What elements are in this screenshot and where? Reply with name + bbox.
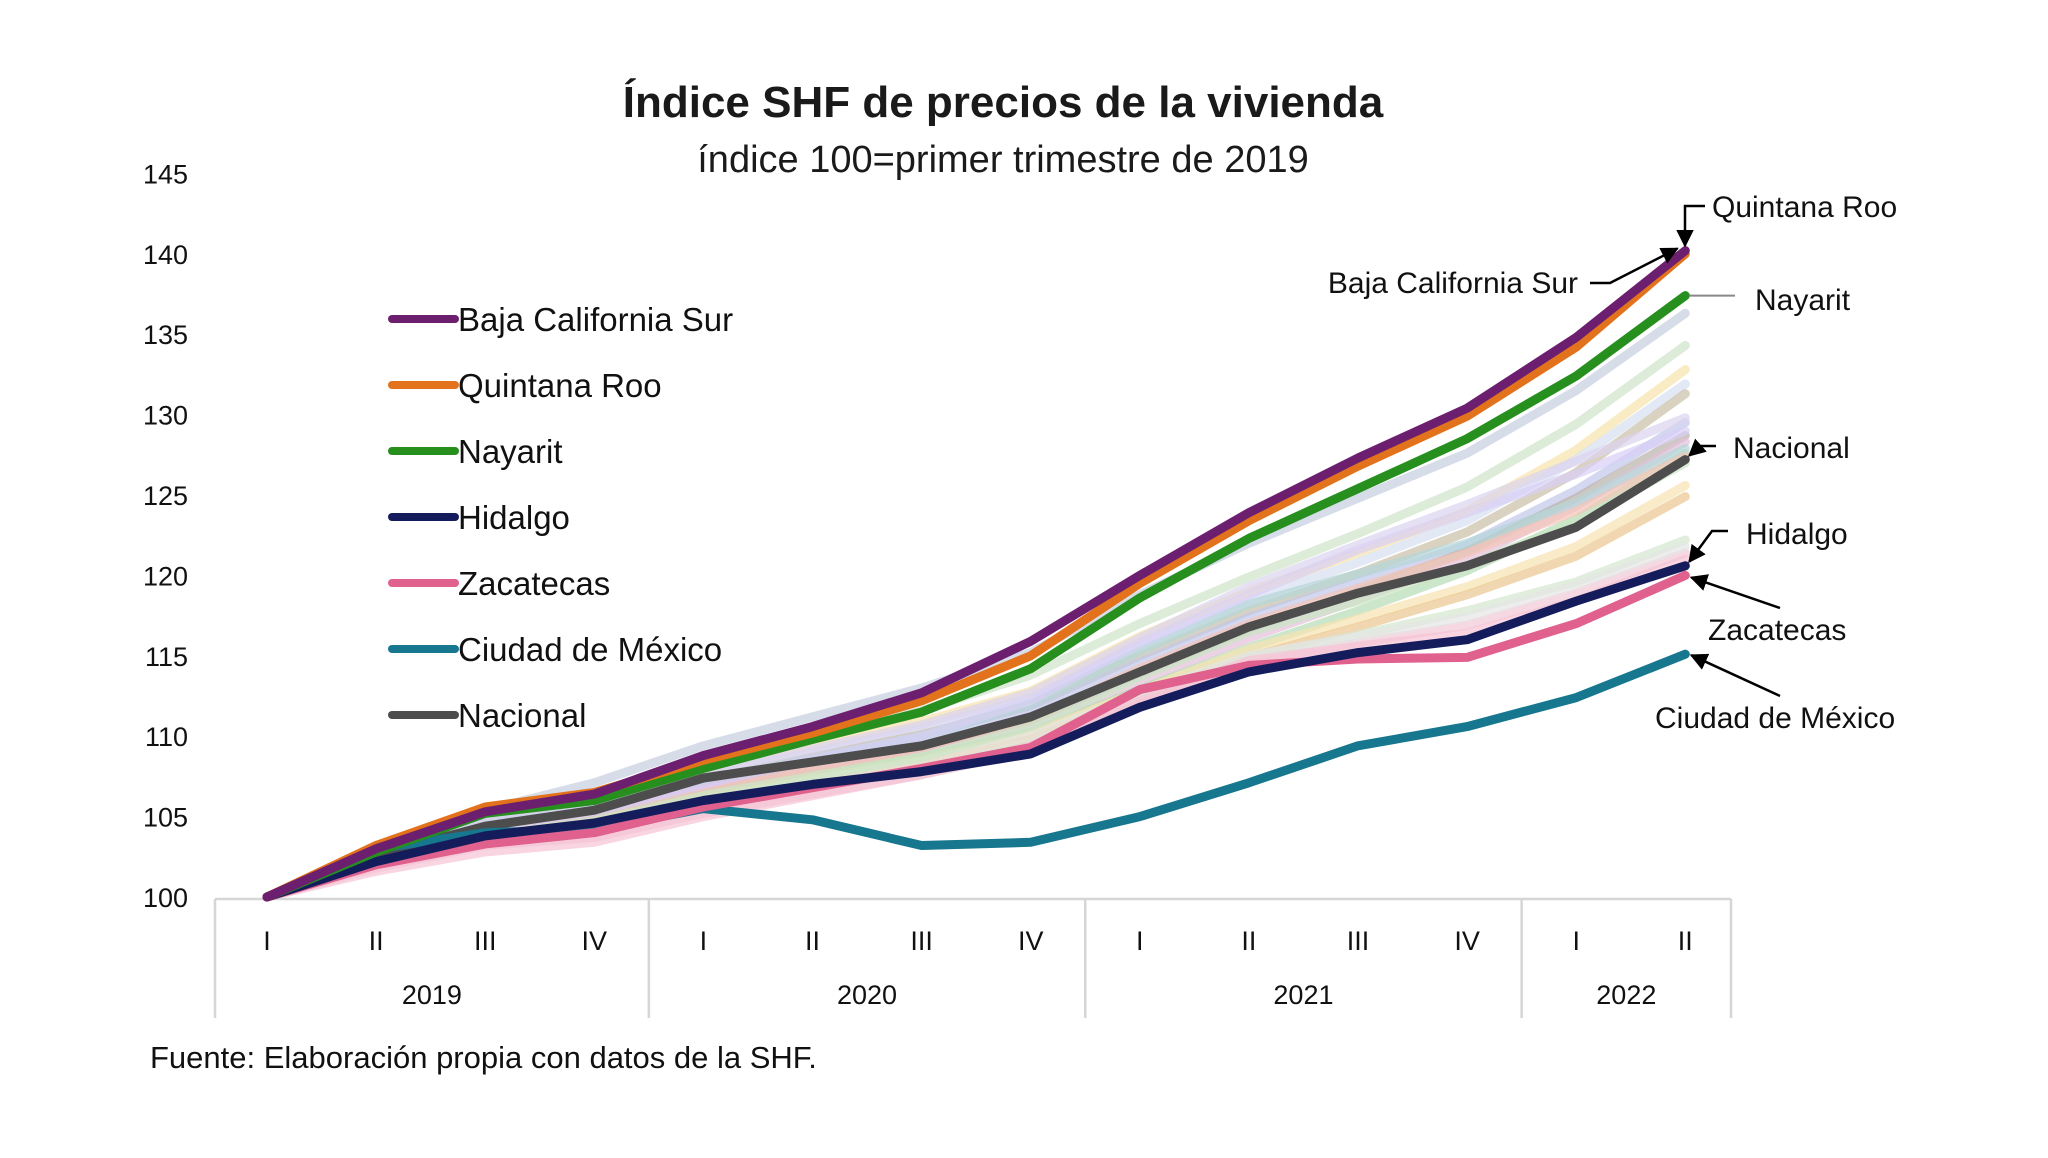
series-line-hidalgo [262, 561, 1690, 902]
y-axis: 100 105 110 115 120 125 130 135 140 145 [143, 159, 188, 913]
annotation-label: Nayarit [1755, 284, 1851, 317]
annotation-label: Nacional [1733, 432, 1850, 465]
x-quarter-label: II [805, 926, 820, 956]
y-tick-label: 140 [143, 240, 188, 270]
legend: Baja California Sur Quintana Roo Nayarit Hi… [388, 301, 733, 734]
source-note: Fuente: Elaboración propia con datos de … [150, 1040, 817, 1075]
background-series-line [262, 413, 1690, 902]
x-quarter-label: I [700, 926, 708, 956]
x-quarter-label: I [1136, 926, 1144, 956]
x-year-label: 2021 [1273, 980, 1333, 1010]
series-line-baja-california-sur [262, 246, 1690, 902]
x-quarter-label: II [1241, 926, 1256, 956]
annotation-label: Hidalgo [1746, 518, 1848, 551]
y-tick-label: 110 [145, 722, 188, 752]
annotation-label: Quintana Roo [1712, 191, 1897, 224]
legend-label: Quintana Roo [458, 367, 662, 404]
y-tick-label: 105 [143, 803, 188, 833]
legend-label: Hidalgo [458, 499, 570, 536]
annotation-leader [1689, 653, 1781, 698]
annotation-leader [1689, 574, 1781, 610]
annotations: Quintana Roo Baja California Sur Nayarit Na… [1328, 191, 1897, 735]
x-quarter-label: I [263, 926, 271, 956]
y-tick-label: 125 [143, 481, 188, 511]
annotation-leader [1676, 204, 1705, 248]
y-tick-label: 120 [143, 561, 188, 591]
chart-title: Índice SHF de precios de la vivienda [623, 77, 1384, 127]
y-tick-label: 115 [145, 642, 188, 672]
annotation-label: Baja California Sur [1328, 267, 1578, 300]
legend-label: Zacatecas [458, 565, 610, 602]
y-tick-label: 100 [143, 883, 188, 913]
x-year-label: 2019 [402, 980, 462, 1010]
x-quarter-label: III [910, 926, 933, 956]
x-quarter-label: III [474, 926, 497, 956]
x-quarter-label: II [369, 926, 384, 956]
highlighted-series-lines [262, 246, 1690, 902]
x-quarter-label: I [1572, 926, 1580, 956]
x-quarter-label: IV [1018, 926, 1044, 956]
x-quarter-label: III [1347, 926, 1370, 956]
x-year-label: 2022 [1596, 980, 1656, 1010]
legend-label: Baja California Sur [458, 301, 733, 338]
x-quarter-label: IV [582, 926, 608, 956]
legend-label: Nayarit [458, 433, 563, 470]
annotation-label: Ciudad de México [1655, 702, 1895, 735]
x-quarter-label: II [1678, 926, 1693, 956]
y-tick-label: 130 [143, 401, 188, 431]
chart-subtitle: índice 100=primer trimestre de 2019 [697, 139, 1309, 181]
series-line-nacional [262, 455, 1690, 902]
x-quarter-label: IV [1454, 926, 1480, 956]
series-line-zacatecas [262, 570, 1690, 902]
annotation-leader [1688, 529, 1728, 564]
y-tick-label: 145 [143, 159, 188, 189]
annotation-label: Zacatecas [1708, 614, 1846, 647]
x-year-label: 2020 [837, 980, 897, 1010]
annotation-leader [1687, 438, 1716, 457]
annotation-leader [1590, 247, 1679, 285]
legend-label: Nacional [458, 697, 586, 734]
legend-label: Ciudad de México [458, 631, 722, 668]
y-tick-label: 135 [143, 320, 188, 350]
